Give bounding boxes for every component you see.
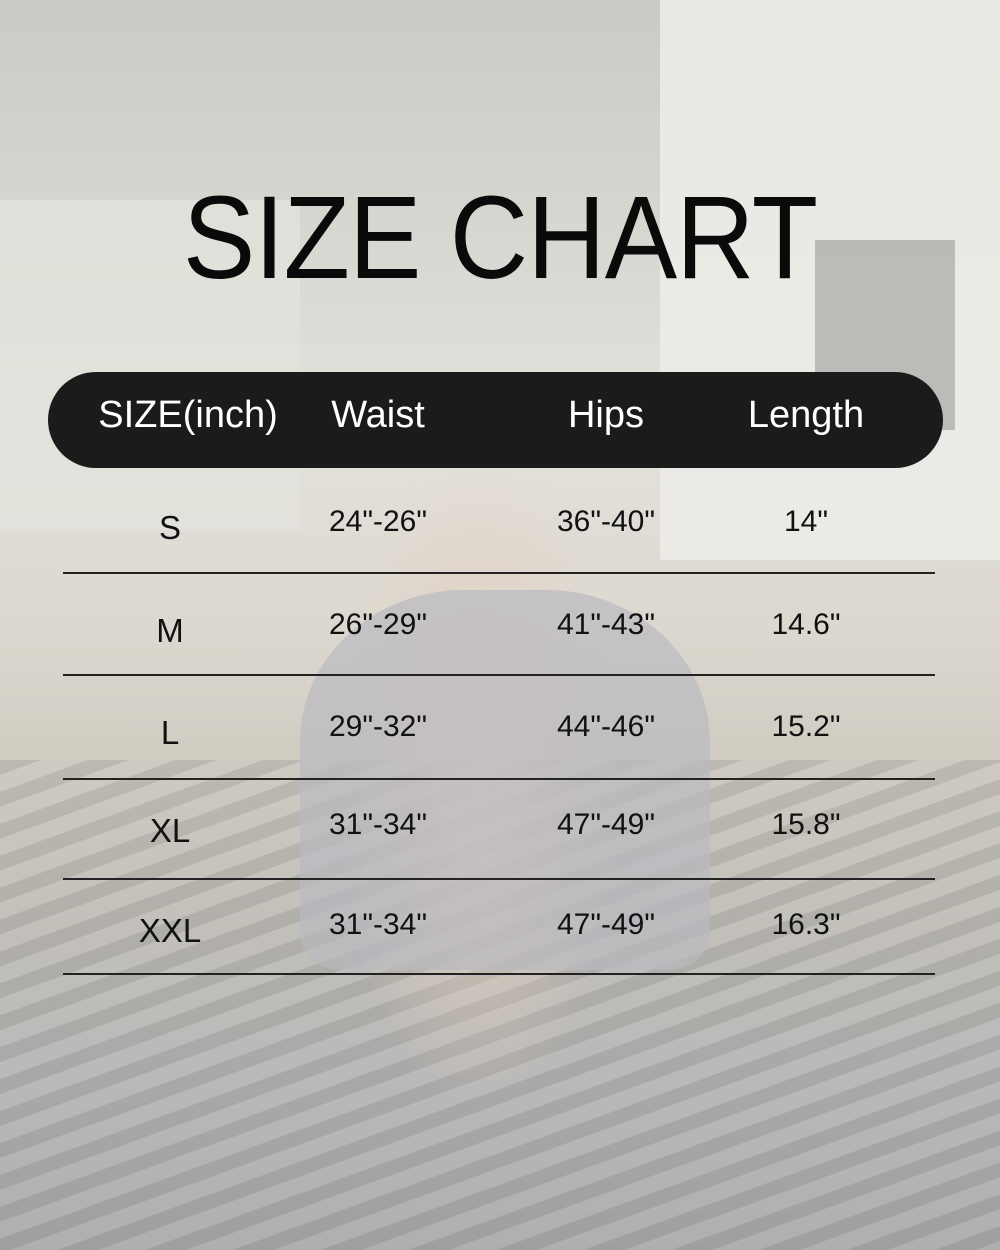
table-header	[48, 372, 943, 468]
table-cell: 14"	[783, 505, 829, 538]
size-label: L	[160, 714, 180, 751]
table-cell: 41"-43"	[556, 608, 656, 641]
table-cell: 47"-49"	[556, 808, 656, 841]
table-cell: 36"-40"	[556, 505, 656, 538]
row-divider	[63, 674, 935, 676]
table-cell: 31"-34"	[328, 908, 428, 941]
table-cell: 15.8"	[771, 808, 841, 841]
table-cell: 44"-46"	[556, 710, 656, 743]
header-cell: Hips	[567, 394, 645, 436]
table-cell: 14.6"	[771, 608, 841, 641]
table-cell: 24"-26"	[328, 505, 428, 538]
header-cell: Length	[747, 394, 865, 436]
table-cell: 15.2"	[771, 710, 841, 743]
size-label: XXL	[138, 912, 202, 949]
size-label: XL	[149, 812, 191, 849]
table-cell: 29"-32"	[328, 710, 428, 743]
table-cell: 16.3"	[771, 908, 841, 941]
row-divider	[63, 778, 935, 780]
table-cell: 26"-29"	[328, 608, 428, 641]
table-cell: 47"-49"	[556, 908, 656, 941]
page-title: SIZE CHART	[182, 172, 818, 304]
size-label: S	[158, 509, 182, 546]
row-divider	[63, 973, 935, 975]
header-cell: SIZE(inch)	[98, 394, 278, 436]
row-divider	[63, 878, 935, 880]
skirt	[300, 590, 710, 970]
header-cell: Waist	[331, 394, 425, 436]
size-label: M	[156, 612, 184, 649]
row-divider	[63, 572, 935, 574]
table-cell: 31"-34"	[328, 808, 428, 841]
